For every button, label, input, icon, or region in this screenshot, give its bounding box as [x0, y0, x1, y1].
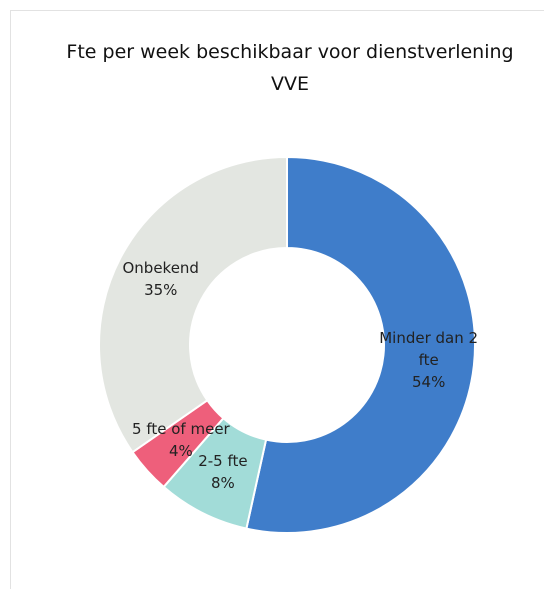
slice-label: Onbekend 35% — [106, 257, 216, 301]
slice-name: 5 fte of meer — [132, 420, 230, 439]
slice-value: 8% — [210, 474, 235, 493]
slice-name: Minder dan 2 fte — [379, 329, 479, 370]
donut-slice — [98, 155, 288, 454]
slice-name: Onbekend — [122, 258, 199, 277]
slice-label: 2-5 fte 8% — [168, 450, 278, 494]
donut-slice — [245, 155, 476, 534]
slice-name: 2-5 fte — [198, 452, 248, 471]
slice-value: 4% — [168, 442, 193, 461]
slice-label: Minder dan 2 fte 54% — [374, 327, 484, 393]
slice-value: 35% — [144, 280, 178, 299]
card — [10, 10, 544, 589]
slice-label: 5 fte of meer 4% — [126, 418, 236, 462]
chart-title: Fte per week beschikbaar voor dienstverl… — [66, 41, 514, 95]
slice-value: 54% — [411, 373, 446, 392]
